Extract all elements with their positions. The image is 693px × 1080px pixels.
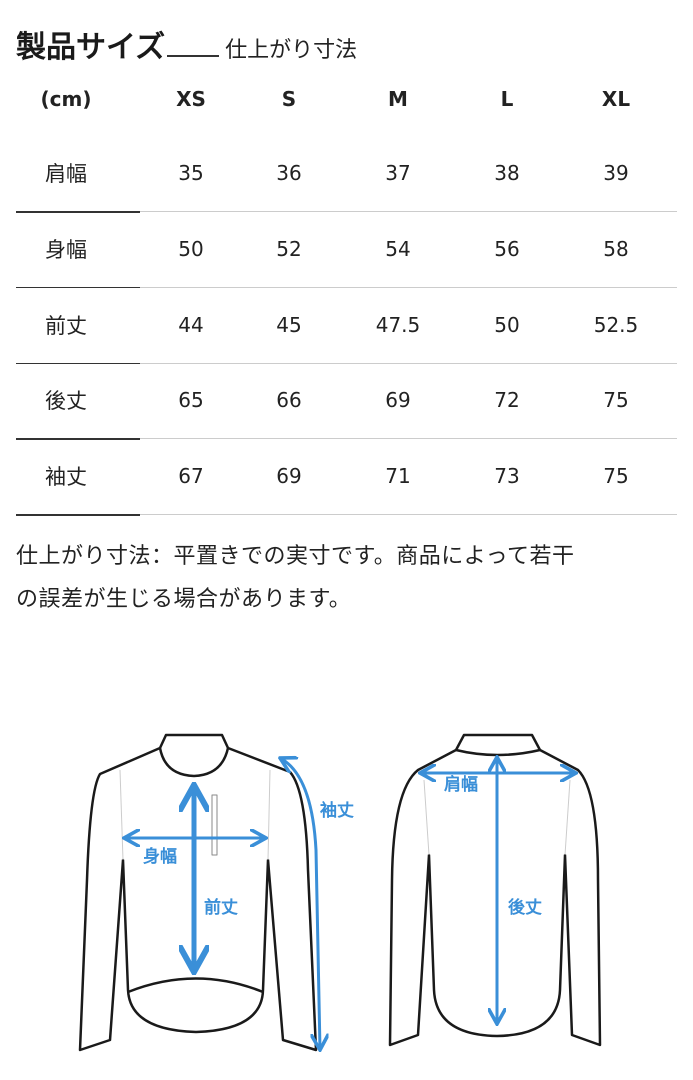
row-label: 袖丈 <box>45 465 87 490</box>
label-back-length: 後丈 <box>508 897 542 918</box>
table-cell: 50 <box>494 312 520 337</box>
table-cell: 35 <box>178 161 204 185</box>
note-line-1: 仕上がり寸法：平置きでの実寸です。商品によって若干 <box>16 544 575 569</box>
table-cell: 66 <box>276 388 302 413</box>
row-divider <box>16 438 140 440</box>
size-header-l: L <box>500 87 514 111</box>
row-label: 後丈 <box>45 389 87 414</box>
table-cell: 75 <box>603 464 629 489</box>
table-cell: 71 <box>385 464 411 489</box>
table-cell: 52.5 <box>593 312 639 337</box>
table-cell: 39 <box>603 161 629 185</box>
table-cell: 52 <box>276 236 302 261</box>
table-cell: 45 <box>276 312 302 337</box>
page-title: 製品サイズ 仕上がり寸法 <box>16 22 357 66</box>
size-header-m: M <box>388 87 408 111</box>
size-header-xl: XL <box>601 87 631 111</box>
label-front-length: 前丈 <box>204 897 238 918</box>
table-cell: 56 <box>494 236 520 261</box>
size-header-xs: XS <box>176 87 206 111</box>
table-cell: 69 <box>385 388 411 413</box>
back-jacket <box>388 733 602 1047</box>
row-divider <box>140 286 677 288</box>
row-divider <box>16 286 140 289</box>
table-cell: 44 <box>178 312 204 337</box>
table-cell: 36 <box>276 161 302 185</box>
label-chest: 身幅 <box>143 846 177 867</box>
note-line-2: の誤差が生じる場合があります。 <box>16 587 352 612</box>
row-divider <box>16 211 140 213</box>
table-cell: 72 <box>494 388 520 413</box>
table-cell: 38 <box>494 161 520 185</box>
table-cell: 47.5 <box>375 312 421 337</box>
unit-header: (cm) <box>40 87 92 111</box>
table-cell: 67 <box>178 464 204 489</box>
table-cell: 75 <box>603 388 629 413</box>
row-label: 肩幅 <box>45 162 87 186</box>
row-label: 前丈 <box>45 313 87 338</box>
title-main: 製品サイズ <box>16 30 166 65</box>
row-divider <box>16 362 140 365</box>
table-cell: 50 <box>178 236 204 261</box>
table-cell: 69 <box>276 464 302 489</box>
label-shoulder: 肩幅 <box>444 774 478 795</box>
row-divider <box>140 514 677 516</box>
row-divider <box>140 211 677 212</box>
sleeve-arrow <box>280 758 320 1050</box>
row-divider <box>140 362 677 364</box>
title-sub: 仕上がり寸法 <box>225 38 358 63</box>
table-cell: 37 <box>385 161 411 185</box>
table-cell: 65 <box>178 388 204 413</box>
table-cell: 58 <box>603 236 629 261</box>
row-label: 身幅 <box>45 237 87 262</box>
row-divider <box>140 438 677 440</box>
table-cell: 54 <box>385 236 411 261</box>
label-sleeve: 袖丈 <box>320 800 354 821</box>
title-rule <box>167 54 220 57</box>
front-jacket <box>78 733 318 1052</box>
row-divider <box>16 514 140 516</box>
table-cell: 73 <box>494 464 520 489</box>
size-header-s: S <box>281 87 297 111</box>
